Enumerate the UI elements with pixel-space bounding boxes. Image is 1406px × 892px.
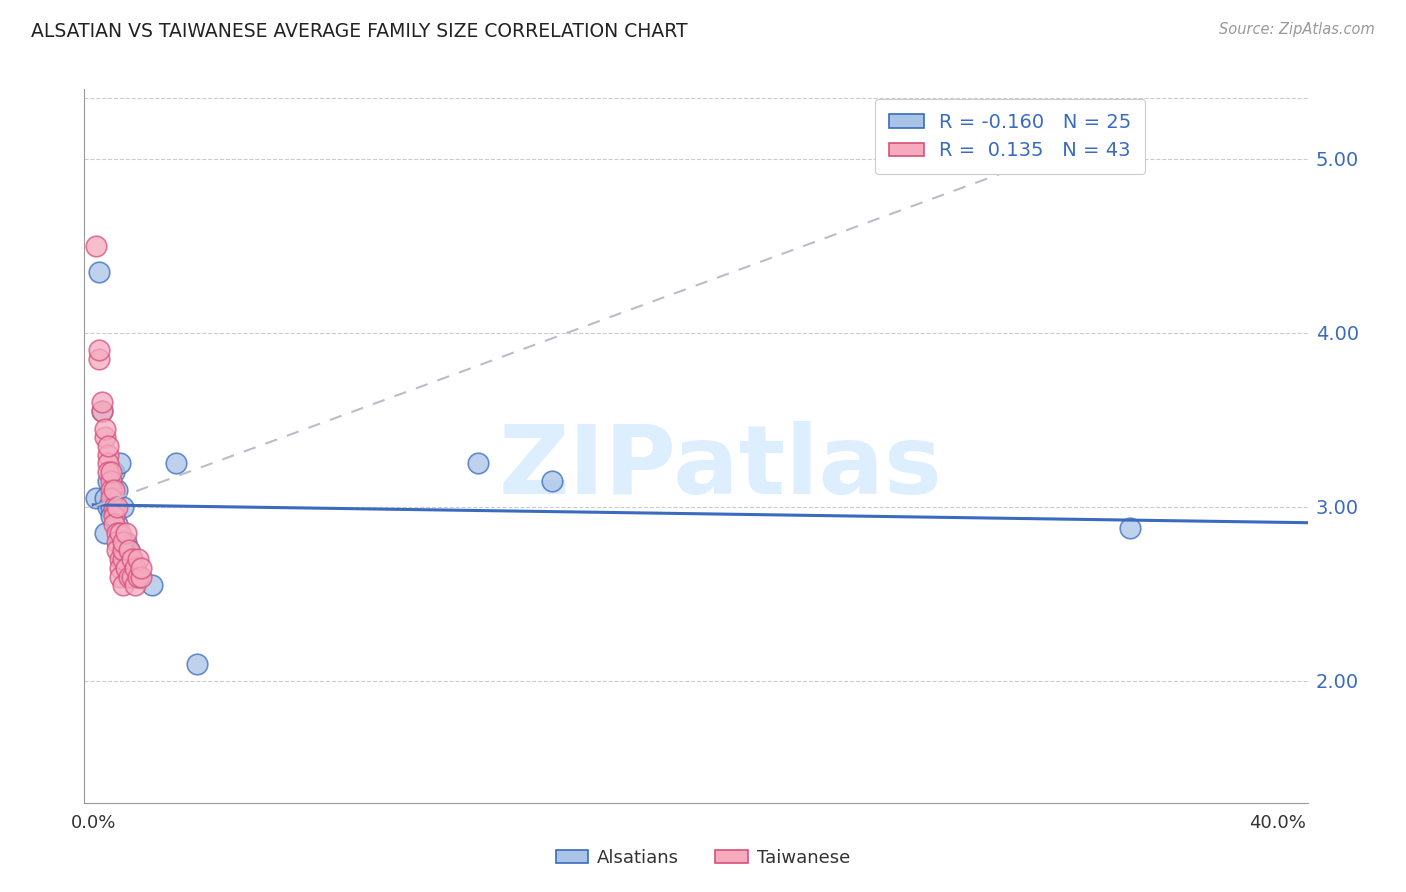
Point [94, 421, 117, 435]
Point [84, 239, 107, 253]
Point [121, 552, 143, 566]
Point [94, 491, 117, 506]
Point [105, 500, 128, 514]
Point [91, 395, 114, 409]
Point [108, 569, 131, 583]
Point [105, 517, 128, 532]
Point [105, 483, 128, 497]
Point [1119, 521, 1142, 535]
Text: ALSATIAN VS TAIWANESE AVERAGE FAMILY SIZE CORRELATION CHART: ALSATIAN VS TAIWANESE AVERAGE FAMILY SIZ… [31, 22, 688, 41]
Point [124, 578, 146, 592]
Point [186, 657, 208, 671]
Point [103, 465, 125, 479]
Point [541, 474, 564, 488]
Point [89, 343, 111, 358]
Point [103, 500, 125, 514]
Point [121, 569, 143, 583]
Point [141, 578, 163, 592]
Text: Source: ZipAtlas.com: Source: ZipAtlas.com [1219, 22, 1375, 37]
Point [124, 561, 146, 575]
Point [103, 483, 125, 497]
Text: ZIPatlas: ZIPatlas [499, 421, 942, 514]
Legend: R = -0.160   N = 25, R =  0.135   N = 43: R = -0.160 N = 25, R = 0.135 N = 43 [875, 99, 1144, 174]
Point [94, 526, 117, 541]
Point [108, 526, 131, 541]
Point [84, 491, 107, 506]
Point [97, 457, 120, 471]
Point [129, 561, 152, 575]
Point [118, 543, 141, 558]
Point [127, 552, 149, 566]
Point [100, 500, 122, 514]
Point [105, 543, 128, 558]
Point [103, 517, 125, 532]
Point [108, 552, 131, 566]
Point [467, 457, 489, 471]
Point [100, 483, 122, 497]
Point [103, 508, 125, 523]
Point [94, 430, 117, 444]
Point [108, 457, 131, 471]
Point [108, 561, 131, 575]
Point [111, 578, 134, 592]
Point [100, 465, 122, 479]
Point [111, 500, 134, 514]
Point [118, 569, 141, 583]
Point [97, 465, 120, 479]
Point [111, 552, 134, 566]
Point [100, 474, 122, 488]
Point [114, 534, 136, 549]
Point [91, 404, 114, 418]
Point [89, 351, 111, 366]
Point [100, 508, 122, 523]
Point [97, 439, 120, 453]
Legend: Alsatians, Taiwanese: Alsatians, Taiwanese [548, 842, 858, 874]
Point [111, 543, 134, 558]
Point [114, 526, 136, 541]
Point [91, 404, 114, 418]
Point [124, 561, 146, 575]
Point [100, 491, 122, 506]
Point [97, 474, 120, 488]
Point [129, 569, 152, 583]
Point [165, 457, 187, 471]
Point [118, 543, 141, 558]
Point [89, 265, 111, 279]
Point [105, 534, 128, 549]
Point [121, 552, 143, 566]
Point [127, 569, 149, 583]
Point [97, 448, 120, 462]
Point [111, 534, 134, 549]
Point [127, 569, 149, 583]
Point [105, 526, 128, 541]
Point [97, 500, 120, 514]
Point [114, 561, 136, 575]
